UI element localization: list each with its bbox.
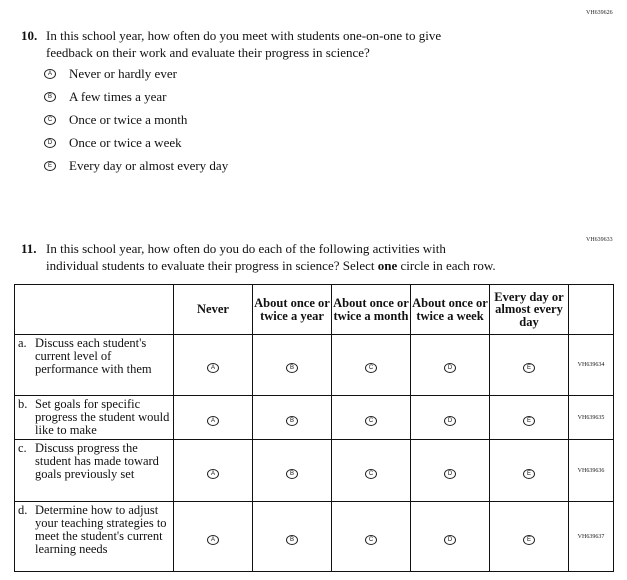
answer-bubble-icon[interactable]: B — [286, 534, 298, 545]
item-code: VH639637 — [568, 501, 614, 572]
answer-bubble-icon[interactable]: D — [44, 138, 56, 148]
row-label: b. Set goals for specific progress the st… — [14, 395, 174, 440]
answer-bubble-icon[interactable]: A — [207, 534, 219, 545]
answer-bubble-icon[interactable]: A — [207, 363, 219, 373]
question-line: In this school year, how often do you me… — [46, 28, 442, 43]
answer-bubble-icon[interactable]: D — [444, 363, 456, 373]
response-cell[interactable]: B — [252, 501, 332, 572]
answer-bubble-icon[interactable]: B — [44, 92, 56, 102]
answer-bubble-icon[interactable]: D — [444, 415, 456, 426]
table-row: c. Discuss progress the student has made … — [14, 439, 614, 502]
column-header: About once or twice a year — [252, 284, 332, 335]
option-c[interactable]: C Once or twice a month — [44, 112, 187, 128]
answer-bubble-icon[interactable]: B — [286, 415, 298, 426]
row-text: Discuss progress the student has made to… — [35, 441, 159, 481]
row-text: Determine how to adjust your teaching st… — [35, 503, 167, 556]
row-label: c. Discuss progress the student has made … — [14, 439, 174, 502]
item-code: VH639635 — [568, 395, 614, 440]
item-code: VH639634 — [568, 334, 614, 396]
text: circle in each row. — [397, 258, 496, 273]
answer-bubble-icon[interactable]: D — [444, 534, 456, 545]
answer-bubble-icon[interactable]: E — [44, 161, 56, 171]
response-cell[interactable]: E — [489, 501, 569, 572]
table-row: d. Determine how to adjust your teaching … — [14, 501, 614, 572]
option-label: A few times a year — [69, 89, 167, 104]
response-cell[interactable]: B — [252, 439, 332, 502]
row-text: Set goals for specific progress the stud… — [35, 397, 170, 437]
option-d[interactable]: D Once or twice a week — [44, 135, 182, 151]
text: individual students to evaluate their pr… — [46, 258, 378, 273]
answer-bubble-icon[interactable]: A — [207, 415, 219, 426]
answer-bubble-icon[interactable]: C — [44, 115, 56, 125]
response-cell[interactable]: C — [331, 395, 411, 440]
response-cell[interactable]: E — [489, 439, 569, 502]
row-letter: d. — [18, 503, 28, 517]
column-header: About once or twice a week — [410, 284, 490, 335]
column-header: About once or twice a month — [331, 284, 411, 335]
question-line: In this school year, how often do you do… — [46, 241, 446, 256]
response-cell[interactable]: E — [489, 395, 569, 440]
option-b[interactable]: B A few times a year — [44, 89, 166, 105]
response-cell[interactable]: D — [410, 501, 490, 572]
answer-bubble-icon[interactable]: E — [523, 363, 535, 373]
table-row: a. Discuss each student's current level o… — [14, 334, 614, 396]
answer-bubble-icon[interactable]: E — [523, 534, 535, 545]
option-label: Once or twice a week — [69, 135, 182, 150]
row-letter: a. — [18, 336, 27, 350]
answer-bubble-icon[interactable]: E — [523, 415, 535, 426]
response-cell[interactable]: D — [410, 395, 490, 440]
answer-bubble-icon[interactable]: C — [365, 415, 377, 426]
item-code: VH639633 — [586, 237, 613, 243]
question-text: In this school year, how often do you do… — [46, 240, 496, 274]
answer-bubble-icon[interactable]: D — [444, 468, 456, 479]
row-label: a. Discuss each student's current level o… — [14, 334, 174, 396]
response-cell[interactable]: A — [173, 439, 253, 502]
response-cell[interactable]: B — [252, 395, 332, 440]
row-text: Discuss each student's current level of … — [35, 336, 152, 376]
column-header: Never — [173, 284, 253, 335]
emphasis: one — [377, 258, 398, 273]
answer-bubble-icon[interactable]: B — [286, 468, 298, 479]
response-cell[interactable]: A — [173, 334, 253, 396]
response-cell[interactable]: D — [410, 334, 490, 396]
question-number: 10. — [21, 28, 38, 43]
answer-bubble-icon[interactable]: B — [286, 363, 298, 373]
option-label: Every day or almost every day — [69, 158, 229, 173]
answer-bubble-icon[interactable]: A — [44, 69, 56, 79]
response-cell[interactable]: C — [331, 501, 411, 572]
option-a[interactable]: A Never or hardly ever — [44, 66, 177, 82]
response-cell[interactable]: C — [331, 334, 411, 396]
question-text: In this school year, how often do you me… — [46, 27, 441, 61]
blank-header — [14, 284, 174, 335]
response-cell[interactable]: C — [331, 439, 411, 502]
answer-bubble-icon[interactable]: C — [365, 363, 377, 373]
question-number: 11. — [21, 241, 37, 256]
table-row: b. Set goals for specific progress the st… — [14, 395, 614, 440]
answer-bubble-icon[interactable]: A — [207, 468, 219, 479]
row-label: d. Determine how to adjust your teaching … — [14, 501, 174, 572]
response-cell[interactable]: A — [173, 395, 253, 440]
code-header — [568, 284, 614, 335]
answer-bubble-icon[interactable]: C — [365, 534, 377, 545]
item-code: VH639636 — [568, 439, 614, 502]
response-cell[interactable]: A — [173, 501, 253, 572]
item-code: VH639626 — [586, 10, 613, 16]
answer-bubble-icon[interactable]: E — [523, 468, 535, 479]
column-header: Every day or almost every day — [489, 284, 569, 335]
option-e[interactable]: E Every day or almost every day — [44, 158, 228, 174]
answer-bubble-icon[interactable]: C — [365, 468, 377, 479]
question-line: individual students to evaluate their pr… — [46, 257, 496, 274]
row-letter: c. — [18, 441, 27, 455]
response-cell[interactable]: B — [252, 334, 332, 396]
response-cell[interactable]: D — [410, 439, 490, 502]
option-label: Once or twice a month — [69, 112, 188, 127]
response-cell[interactable]: E — [489, 334, 569, 396]
row-letter: b. — [18, 397, 28, 411]
question-line: feedback on their work and evaluate thei… — [46, 45, 370, 60]
response-grid: Never About once or twice a year About onc… — [14, 284, 614, 572]
option-label: Never or hardly ever — [69, 66, 177, 81]
